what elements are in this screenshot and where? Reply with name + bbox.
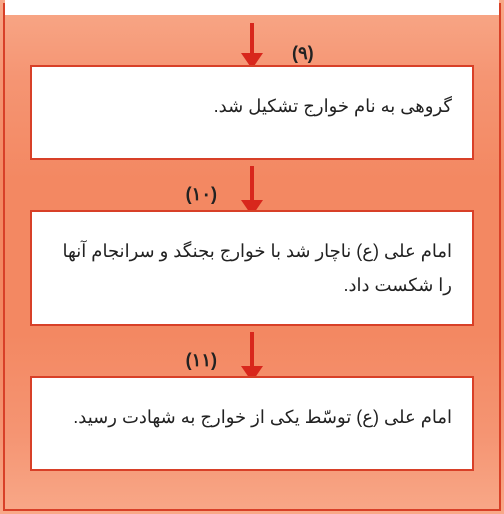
step-text-11: امام علی (ع) توسّط یکی از خوارج به شهادت… [73,407,452,427]
top-strip [5,0,499,15]
step-box-9: گروهی به نام خوارج تشکیل شد. [30,65,474,160]
step-number-10: (۱۰) [186,184,217,205]
flowchart-container: (۹) گروهی به نام خوارج تشکیل شد. (۱۰) ام… [30,15,474,504]
step-text-10: امام علی (ع) ناچار شد با خوارج بجنگد و س… [63,241,452,295]
step-number-9: (۹) [292,43,314,64]
step-box-11: امام علی (ع) توسّط یکی از خوارج به شهادت… [30,376,474,471]
step-9: (۹) گروهی به نام خوارج تشکیل شد. [30,65,474,160]
step-10: (۱۰) امام علی (ع) ناچار شد با خوارج بجنگ… [30,210,474,326]
arrow-9-10 [30,160,474,210]
arrow-top [30,15,474,65]
step-number-11: (۱۱) [186,350,217,371]
step-text-9: گروهی به نام خوارج تشکیل شد. [214,96,452,116]
step-11: (۱۱) امام علی (ع) توسّط یکی از خوارج به … [30,376,474,471]
step-box-10: امام علی (ع) ناچار شد با خوارج بجنگد و س… [30,210,474,326]
arrow-10-11 [30,326,474,376]
